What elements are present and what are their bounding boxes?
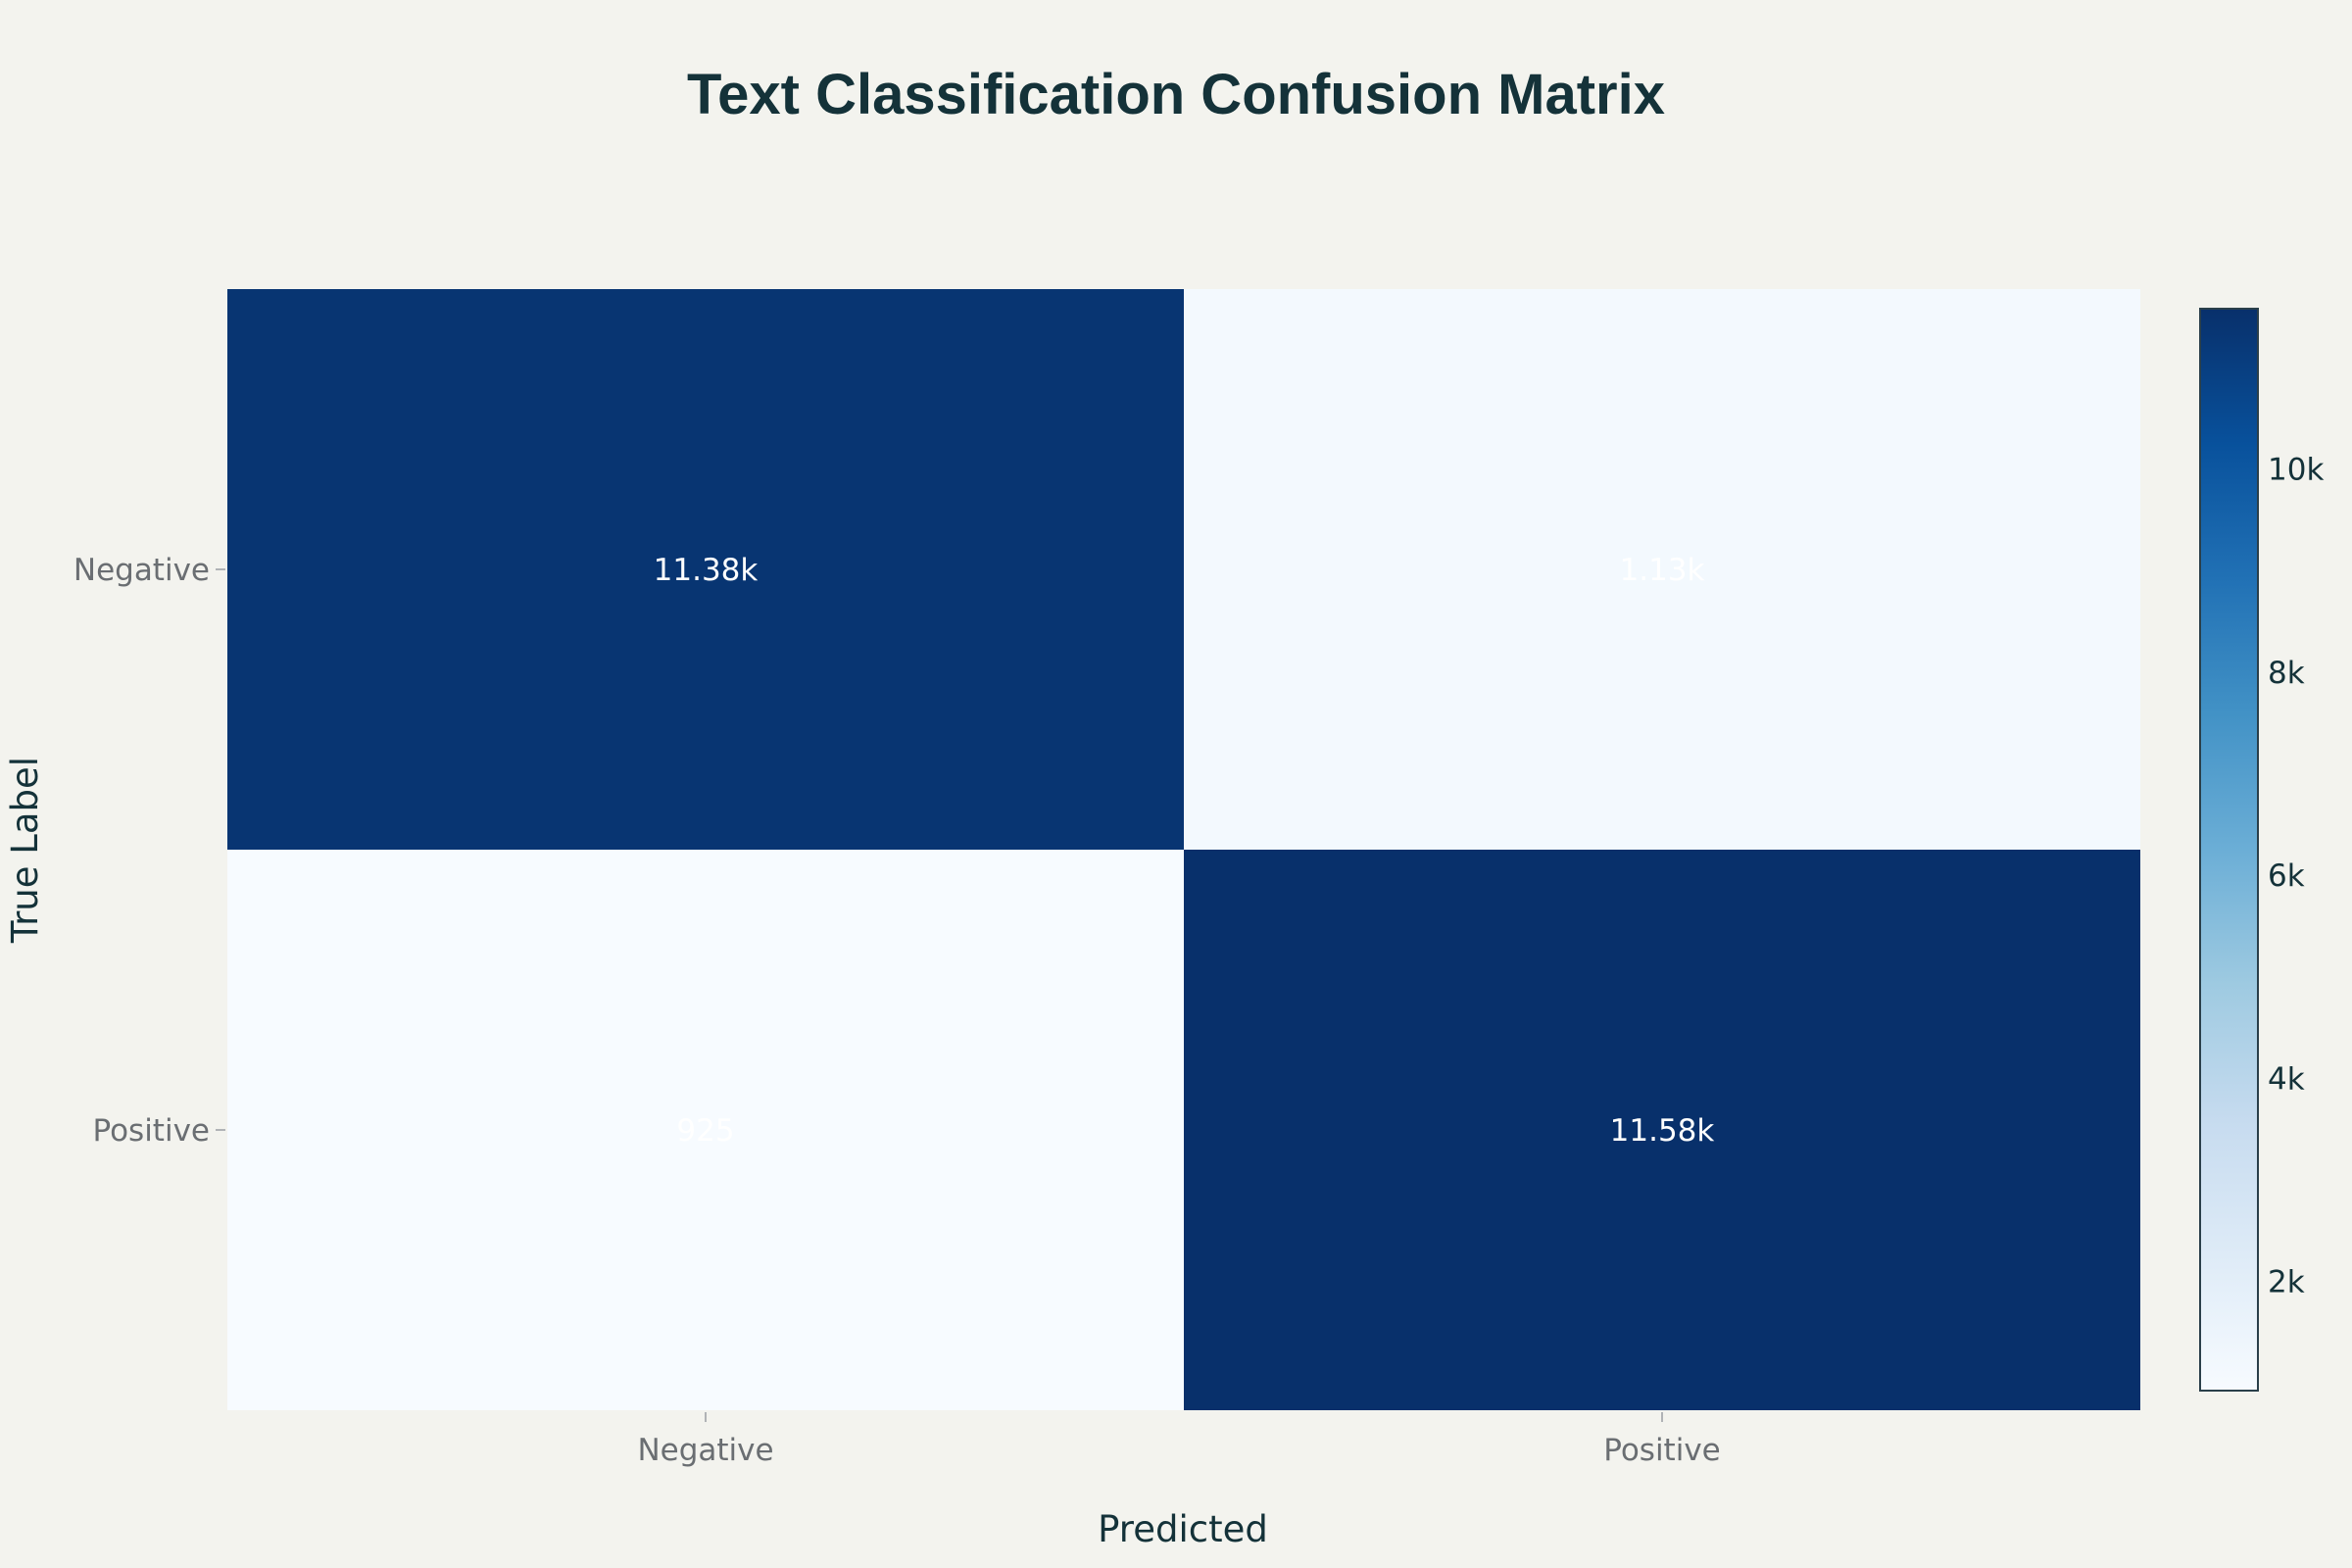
y-tick-label: Negative <box>74 553 210 588</box>
colorbar-tick-label: 10k <box>2268 453 2324 488</box>
heatmap-cell-negative-negative <box>227 289 1184 850</box>
heatmap-cell-labels: 11.38k 1.13k 925 11.58k <box>654 553 1715 1149</box>
heatmap-cell-positive-negative <box>227 850 1184 1410</box>
colorbar: 2k 4k 6k 8k 10k <box>2199 308 2324 1392</box>
y-tick-label: Positive <box>92 1113 210 1149</box>
heatmap-cells <box>227 289 2140 1410</box>
chart-title: Text Classification Confusion Matrix <box>687 63 1665 126</box>
colorbar-gradient <box>2199 308 2259 1392</box>
colorbar-tick-label: 8k <box>2268 656 2305 691</box>
y-axis-ticks: Negative Positive <box>74 553 225 1149</box>
colorbar-ticks: 2k 4k 6k 8k 10k <box>2268 453 2324 1300</box>
x-axis-title: Predicted <box>1098 1508 1268 1550</box>
y-axis-title: True Label <box>4 757 46 944</box>
cell-value-label: 925 <box>676 1113 734 1149</box>
cell-value-label: 11.38k <box>654 553 759 588</box>
heatmap-cell-positive-positive <box>1184 850 2140 1410</box>
heatmap-cell-negative-positive <box>1184 289 2140 850</box>
colorbar-tick-label: 4k <box>2268 1061 2305 1097</box>
colorbar-tick-label: 6k <box>2268 858 2305 894</box>
x-tick-label: Negative <box>637 1433 773 1468</box>
cell-value-label: 1.13k <box>1620 553 1705 588</box>
x-axis-ticks: Negative Positive <box>637 1412 1721 1468</box>
cell-value-label: 11.58k <box>1610 1113 1715 1149</box>
colorbar-tick-label: 2k <box>2268 1265 2305 1300</box>
x-tick-label: Positive <box>1603 1433 1721 1468</box>
